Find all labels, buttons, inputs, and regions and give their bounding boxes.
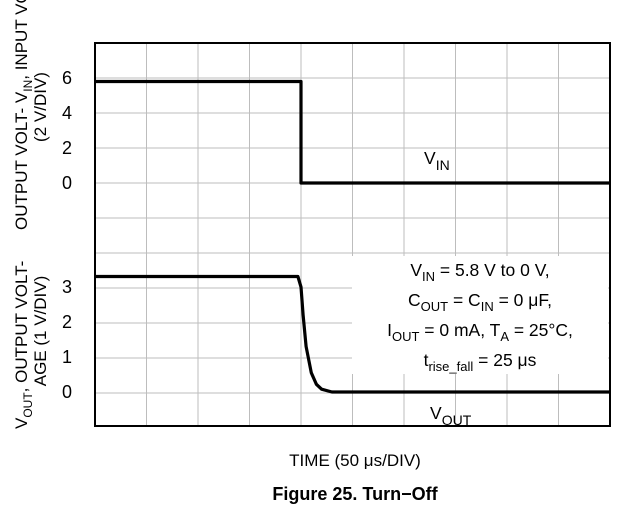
svg-text:VOUT, OUTPUT VOLT-: VOUT, OUTPUT VOLT-: [12, 261, 35, 429]
vout-label: VOUT: [430, 403, 472, 428]
traces: [95, 79, 610, 394]
upper-tick-label: 0: [62, 173, 72, 193]
vin-label: VIN: [424, 148, 450, 173]
upper-ylabel: OUTPUT VOLT- VIN, INPUT VOLTAGE: [12, 0, 35, 230]
x-axis-label: TIME (50 μs/DIV): [289, 451, 421, 470]
lower-tick-label: 0: [62, 382, 72, 402]
annotation-line: IOUT = 0 mA, TA = 25°C,: [387, 320, 573, 344]
upper-tick-label: 2: [62, 138, 72, 158]
figure-caption: Figure 25. Turn−Off: [272, 484, 438, 504]
upper-ylabel-line2: (2 V/DIV): [31, 72, 50, 142]
upper-tick-label: 4: [62, 103, 72, 123]
annotation-line: trise_fall = 25 μs: [424, 350, 537, 374]
svg-text:AGE (1 V/DIV): AGE (1 V/DIV): [31, 276, 50, 387]
lower-tick-labels: 3 2 1 0: [62, 277, 72, 402]
vout-trace: [95, 274, 610, 394]
annotation-block: VIN = 5.8 V to 0 V, COUT = CIN = 0 μF, IOU…: [387, 260, 573, 374]
upper-tick-labels: 6 4 2 0: [62, 68, 72, 193]
plot-frame: [94, 42, 611, 427]
annotation-bg: [352, 256, 608, 374]
vin-trace: [95, 79, 610, 185]
lower-tick-label: 2: [62, 312, 72, 332]
lower-tick-label: 1: [62, 347, 72, 367]
upper-tick-label: 6: [62, 68, 72, 88]
lower-ylabel: VOUT, OUTPUT VOLT-: [12, 261, 35, 429]
annotation-line: VIN = 5.8 V to 0 V,: [410, 260, 549, 284]
annotation-line: COUT = CIN = 0 μF,: [408, 290, 552, 314]
lower-tick-label: 3: [62, 277, 72, 297]
lower-ylabel-line2: AGE (1 V/DIV): [31, 276, 50, 387]
svg-text:(2 V/DIV): (2 V/DIV): [31, 72, 50, 142]
svg-text:OUTPUT VOLT- VIN, INPUT VOLTAG: OUTPUT VOLT- VIN, INPUT VOLTAGE: [12, 0, 35, 230]
